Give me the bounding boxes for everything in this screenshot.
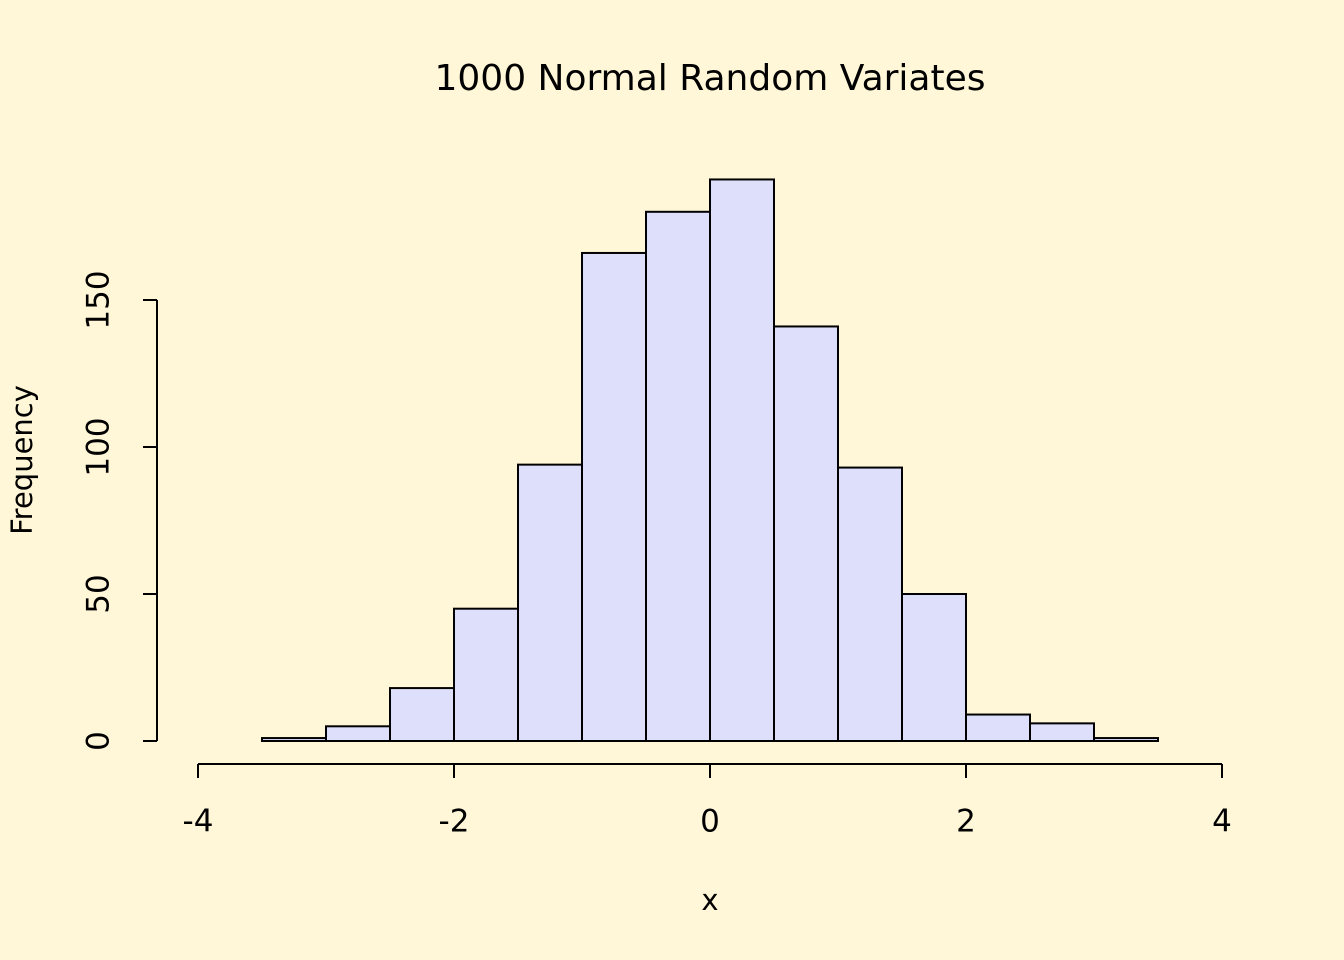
x-tick-label: 4 [1212,804,1232,840]
bar [453,607,519,743]
chart-title: 1000 Normal Random Variates [434,58,985,99]
bar [1029,722,1095,742]
bar [709,178,775,742]
x-tick-label: 0 [700,804,720,840]
bar [773,325,839,742]
bar [837,466,903,742]
bar [965,713,1031,742]
bar [261,737,327,742]
x-tick-label: -2 [439,804,470,840]
bar [325,725,391,742]
x-tick-label: -4 [183,804,214,840]
bar [581,251,647,743]
bar [1093,737,1159,742]
y-axis-label: Frequency [5,385,39,535]
bar [645,210,711,743]
y-tick-label: 150 [81,270,117,329]
bar [389,687,455,743]
x-tick-label: 2 [956,804,976,840]
y-tick-label: 0 [81,731,117,751]
bar [517,463,583,742]
y-tick-label: 100 [81,417,117,476]
bar [901,593,967,742]
x-axis-label: x [701,883,718,917]
y-tick-label: 50 [81,574,117,613]
